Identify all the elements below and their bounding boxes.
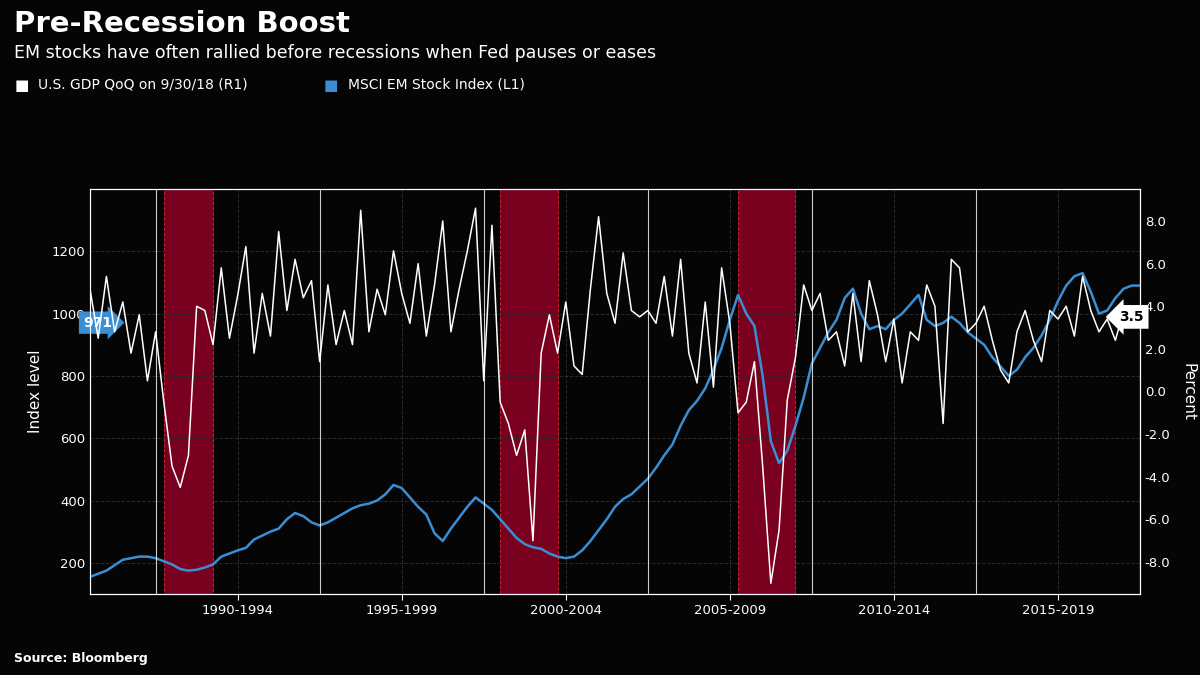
Text: Pre-Recession Boost: Pre-Recession Boost [14,10,350,38]
Text: 971: 971 [83,316,112,329]
Bar [738,189,796,594]
Bar [164,189,214,594]
Bar [500,189,558,594]
Text: ■: ■ [14,78,29,92]
Text: Source: Bloomberg: Source: Bloomberg [14,652,148,665]
Text: EM stocks have often rallied before recessions when Fed pauses or eases: EM stocks have often rallied before rece… [14,44,656,62]
Text: ■: ■ [324,78,338,92]
Text: 3.5: 3.5 [1120,310,1144,324]
Text: U.S. GDP QoQ on 9/30/18 (R1): U.S. GDP QoQ on 9/30/18 (R1) [38,78,248,92]
Text: MSCI EM Stock Index (L1): MSCI EM Stock Index (L1) [348,78,524,92]
Y-axis label: Percent: Percent [1181,362,1195,421]
Y-axis label: Index level: Index level [28,350,43,433]
